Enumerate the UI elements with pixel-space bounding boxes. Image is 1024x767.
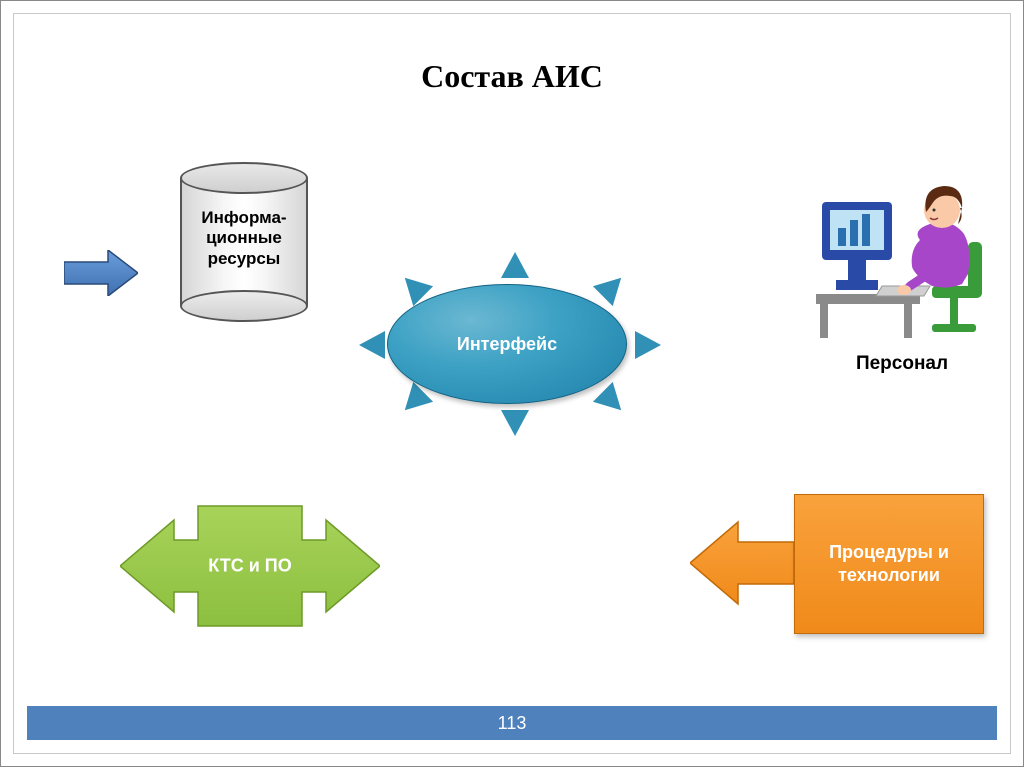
triangle-icon bbox=[593, 382, 631, 420]
kts-label: КТС и ПО bbox=[120, 556, 380, 577]
person-computer-icon bbox=[812, 174, 992, 344]
procedures-node: Процедуры и технологии bbox=[690, 494, 990, 634]
input-arrow-icon bbox=[64, 250, 138, 296]
triangle-icon bbox=[501, 252, 529, 278]
interface-ellipse: Интерфейс bbox=[387, 284, 627, 404]
database-label: Информа- ционные ресурсы bbox=[180, 208, 308, 269]
arrow-left-icon bbox=[690, 518, 794, 608]
personnel-node: Персонал bbox=[802, 174, 1002, 404]
interface-node: Интерфейс bbox=[352, 250, 662, 440]
kts-node: КТС и ПО bbox=[120, 466, 380, 666]
triangle-icon bbox=[501, 410, 529, 436]
slide-inner: Состав АИС bbox=[13, 13, 1011, 754]
personnel-label: Персонал bbox=[802, 353, 1002, 375]
procedures-box: Процедуры и технологии bbox=[794, 494, 984, 634]
triangle-icon bbox=[635, 331, 661, 359]
interface-label: Интерфейс bbox=[457, 334, 557, 355]
page-number-footer: 113 bbox=[27, 706, 997, 740]
database-node: Информа- ционные ресурсы bbox=[164, 162, 324, 348]
slide: Состав АИС bbox=[0, 0, 1024, 767]
triangle-icon bbox=[359, 331, 385, 359]
triangle-icon bbox=[593, 268, 631, 306]
procedures-label: Процедуры и технологии bbox=[829, 541, 949, 588]
cylinder-icon: Информа- ционные ресурсы bbox=[180, 162, 308, 322]
page-number: 113 bbox=[498, 713, 527, 733]
diagram-canvas: Информа- ционные ресурсы Интерфей bbox=[14, 14, 1010, 753]
